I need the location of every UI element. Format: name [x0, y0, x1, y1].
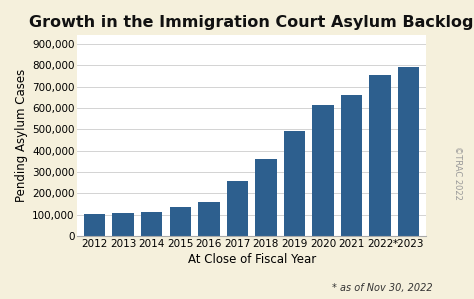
Y-axis label: Pending Asylum Cases: Pending Asylum Cases [15, 69, 28, 202]
Bar [141, 212, 163, 236]
Title: Growth in the Immigration Court Asylum Backlog: Growth in the Immigration Court Asylum B… [29, 15, 474, 30]
Bar [84, 214, 105, 236]
Bar [312, 105, 334, 236]
X-axis label: At Close of Fiscal Year: At Close of Fiscal Year [188, 253, 316, 266]
Bar [255, 159, 277, 236]
Bar [341, 95, 362, 236]
Bar [170, 207, 191, 236]
Bar [227, 181, 248, 236]
Bar [398, 67, 419, 236]
Bar [284, 132, 305, 236]
Bar [198, 202, 219, 236]
Bar [369, 75, 391, 236]
Bar [112, 213, 134, 236]
Text: * as of Nov 30, 2022: * as of Nov 30, 2022 [332, 283, 432, 293]
Text: ©TRAC 2022: ©TRAC 2022 [453, 147, 462, 200]
